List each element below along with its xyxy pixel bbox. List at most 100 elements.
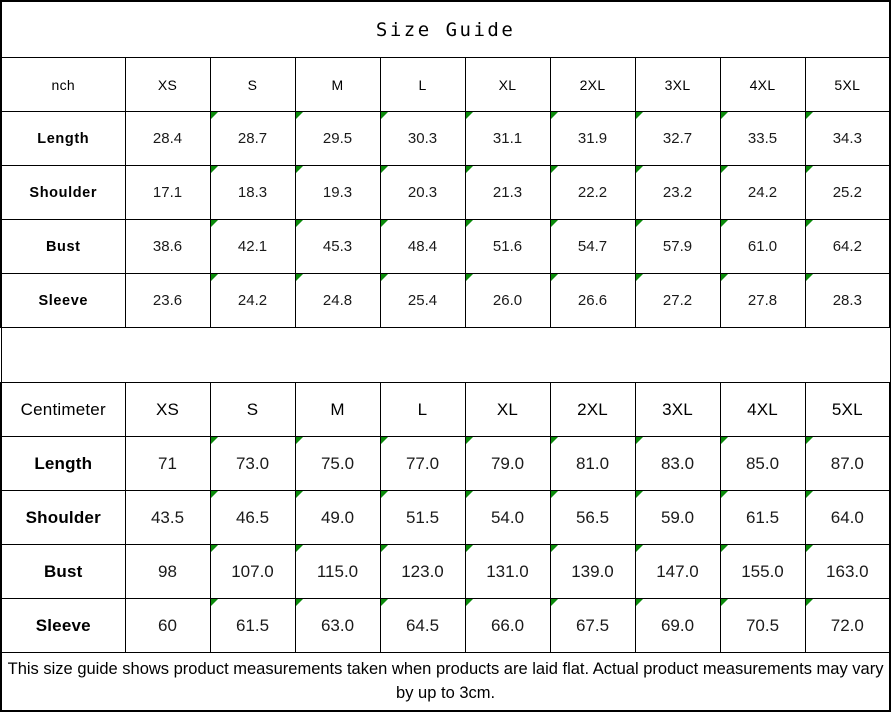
inch-size-header-s: S: [209, 57, 296, 112]
number-stored-as-text-icon: [295, 274, 303, 281]
inch-cell-bust-m: 45.3: [294, 219, 381, 274]
number-stored-as-text-icon: [720, 166, 728, 173]
number-stored-as-text-icon: [295, 437, 303, 444]
cm-size-header-l: L: [379, 382, 466, 437]
inch-cell-shoulder-4xl: 24.2: [719, 165, 806, 220]
cm-cell-sleeve-xl: 66.0: [464, 598, 551, 653]
number-stored-as-text-icon: [635, 220, 643, 227]
inch-cell-shoulder-xl: 21.3: [464, 165, 551, 220]
inch-cell-length-xs: 28.4: [124, 111, 211, 166]
inch-size-header-4xl: 4XL: [719, 57, 806, 112]
inch-cell-length-s: 28.7: [209, 111, 296, 166]
cm-cell-sleeve-m: 63.0: [294, 598, 381, 653]
cm-cell-bust-s: 107.0: [209, 544, 296, 599]
number-stored-as-text-icon: [805, 220, 813, 227]
number-stored-as-text-icon: [720, 437, 728, 444]
inch-cell-sleeve-s: 24.2: [209, 273, 296, 328]
number-stored-as-text-icon: [465, 166, 473, 173]
inch-cell-sleeve-m: 24.8: [294, 273, 381, 328]
cm-cell-sleeve-2xl: 67.5: [549, 598, 636, 653]
number-stored-as-text-icon: [380, 166, 388, 173]
table-row: Length 28.4 28.7 29.5 30.3 31.1 31.9 32.…: [0, 111, 891, 166]
cm-cell-sleeve-xs: 60: [124, 598, 211, 653]
number-stored-as-text-icon: [805, 112, 813, 119]
cm-size-header-4xl: 4XL: [719, 382, 806, 437]
number-stored-as-text-icon: [805, 274, 813, 281]
number-stored-as-text-icon: [550, 274, 558, 281]
inch-cell-length-m: 29.5: [294, 111, 381, 166]
cm-cell-shoulder-s: 46.5: [209, 490, 296, 545]
inch-size-header-5xl: 5XL: [804, 57, 891, 112]
inch-cell-sleeve-4xl: 27.8: [719, 273, 806, 328]
number-stored-as-text-icon: [295, 491, 303, 498]
table-spacer-row: [0, 327, 891, 383]
number-stored-as-text-icon: [805, 545, 813, 552]
cm-cell-bust-2xl: 139.0: [549, 544, 636, 599]
inch-cell-sleeve-2xl: 26.6: [549, 273, 636, 328]
cm-cell-shoulder-4xl: 61.5: [719, 490, 806, 545]
table-row: Sleeve 23.6 24.2 24.8 25.4 26.0 26.6 27.…: [0, 273, 891, 328]
inch-cell-length-3xl: 32.7: [634, 111, 721, 166]
number-stored-as-text-icon: [210, 112, 218, 119]
cm-cell-shoulder-5xl: 64.0: [804, 490, 891, 545]
inch-cell-sleeve-5xl: 28.3: [804, 273, 891, 328]
table-row: Length 71 73.0 75.0 77.0 79.0 81.0 83.0 …: [0, 436, 891, 491]
cm-header-row: Centimeter XS S M L XL 2XL 3XL 4XL 5XL: [0, 382, 891, 437]
number-stored-as-text-icon: [380, 274, 388, 281]
number-stored-as-text-icon: [210, 491, 218, 498]
table-row: Bust 98 107.0 115.0 123.0 131.0 139.0 14…: [0, 544, 891, 599]
inch-cell-sleeve-3xl: 27.2: [634, 273, 721, 328]
inch-size-header-3xl: 3XL: [634, 57, 721, 112]
inch-size-header-2xl: 2XL: [549, 57, 636, 112]
cm-cell-length-xl: 79.0: [464, 436, 551, 491]
number-stored-as-text-icon: [720, 599, 728, 606]
inch-size-header-xs: XS: [124, 57, 211, 112]
number-stored-as-text-icon: [465, 220, 473, 227]
table-row: Bust 38.6 42.1 45.3 48.4 51.6 54.7 57.9 …: [0, 219, 891, 274]
inch-cell-bust-4xl: 61.0: [719, 219, 806, 274]
inch-cell-length-4xl: 33.5: [719, 111, 806, 166]
number-stored-as-text-icon: [465, 491, 473, 498]
cm-cell-shoulder-m: 49.0: [294, 490, 381, 545]
inch-header-row: nch XS S M L XL 2XL 3XL 4XL 5XL: [0, 57, 891, 112]
inch-cell-bust-xl: 51.6: [464, 219, 551, 274]
number-stored-as-text-icon: [295, 112, 303, 119]
cm-cell-sleeve-4xl: 70.5: [719, 598, 806, 653]
number-stored-as-text-icon: [635, 112, 643, 119]
number-stored-as-text-icon: [805, 166, 813, 173]
number-stored-as-text-icon: [465, 112, 473, 119]
table-row: Shoulder 43.5 46.5 49.0 51.5 54.0 56.5 5…: [0, 490, 891, 545]
cm-cell-length-2xl: 81.0: [549, 436, 636, 491]
cm-cell-sleeve-3xl: 69.0: [634, 598, 721, 653]
page-title: Size Guide: [0, 0, 891, 58]
table-spacer-cell: [0, 327, 891, 383]
number-stored-as-text-icon: [380, 437, 388, 444]
footnote-row: This size guide shows product measuremen…: [0, 652, 891, 712]
inch-cell-shoulder-xs: 17.1: [124, 165, 211, 220]
inch-cell-bust-s: 42.1: [209, 219, 296, 274]
cm-cell-shoulder-xl: 54.0: [464, 490, 551, 545]
number-stored-as-text-icon: [465, 599, 473, 606]
inch-row-label-shoulder: Shoulder: [0, 165, 126, 220]
number-stored-as-text-icon: [720, 274, 728, 281]
cm-cell-shoulder-xs: 43.5: [124, 490, 211, 545]
cm-row-label-sleeve: Sleeve: [0, 598, 126, 653]
number-stored-as-text-icon: [210, 220, 218, 227]
number-stored-as-text-icon: [550, 166, 558, 173]
cm-cell-bust-5xl: 163.0: [804, 544, 891, 599]
inch-cell-length-xl: 31.1: [464, 111, 551, 166]
number-stored-as-text-icon: [465, 274, 473, 281]
number-stored-as-text-icon: [720, 220, 728, 227]
inch-row-label-bust: Bust: [0, 219, 126, 274]
cm-cell-length-5xl: 87.0: [804, 436, 891, 491]
number-stored-as-text-icon: [635, 166, 643, 173]
cm-cell-length-m: 75.0: [294, 436, 381, 491]
cm-cell-bust-3xl: 147.0: [634, 544, 721, 599]
number-stored-as-text-icon: [720, 545, 728, 552]
number-stored-as-text-icon: [380, 599, 388, 606]
number-stored-as-text-icon: [295, 545, 303, 552]
cm-cell-length-4xl: 85.0: [719, 436, 806, 491]
number-stored-as-text-icon: [635, 545, 643, 552]
